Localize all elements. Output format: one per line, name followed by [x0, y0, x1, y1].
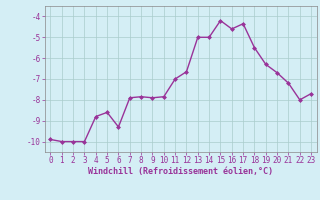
- X-axis label: Windchill (Refroidissement éolien,°C): Windchill (Refroidissement éolien,°C): [88, 167, 273, 176]
